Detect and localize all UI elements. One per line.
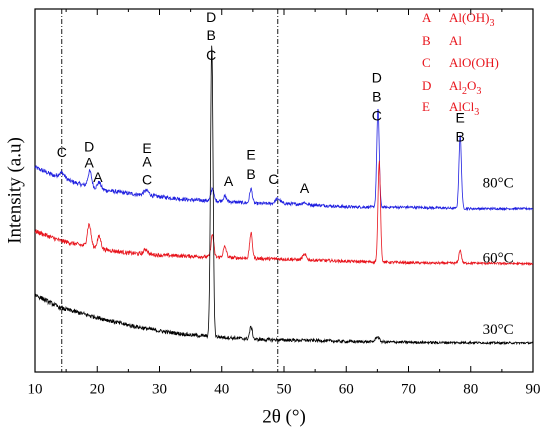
- x-tick-label: 80: [463, 381, 478, 397]
- x-tick-label: 30: [152, 381, 167, 397]
- series-line-80c: [34, 108, 534, 212]
- series-line-30c: [34, 45, 534, 346]
- peak-label: C: [206, 47, 216, 63]
- curve-label: 30°C: [483, 322, 514, 338]
- peak-label: B: [246, 166, 255, 182]
- curve-label: 80°C: [483, 175, 514, 191]
- peak-label: A: [84, 155, 94, 171]
- x-axis-ticks: 10 20 30 40 50 60 70 80 90: [28, 9, 541, 397]
- legend-entry: AlCl3: [449, 99, 479, 118]
- legend-letter: E: [422, 99, 430, 114]
- peak-label: D: [84, 138, 94, 154]
- peak-label: E: [246, 146, 255, 162]
- legend-letter: A: [422, 10, 432, 25]
- peak-label: D: [372, 69, 382, 85]
- peak-label: A: [142, 153, 152, 169]
- peak-label: C: [268, 171, 278, 187]
- x-tick-label: 60: [339, 381, 354, 397]
- curve-labels: 80°C 60°C 30°C: [483, 175, 514, 338]
- peak-label: A: [224, 173, 234, 189]
- y-axis-title: Intensity (a.u): [4, 137, 25, 244]
- curve-label: 60°C: [483, 251, 514, 267]
- peak-label: B: [372, 88, 381, 104]
- peak-label: C: [372, 108, 382, 124]
- x-tick-label: 70: [401, 381, 416, 397]
- series-group: [34, 45, 534, 346]
- x-tick-label: 10: [28, 381, 43, 397]
- legend-letter: C: [422, 55, 431, 70]
- legend: A Al(OH)3 B Al C AlO(OH) D Al2O3 E AlCl3: [422, 10, 499, 118]
- peak-label: B: [206, 27, 215, 43]
- legend-entry: AlO(OH): [449, 55, 499, 70]
- legend-letter: B: [422, 33, 431, 48]
- reference-lines: [61, 9, 279, 372]
- legend-entry: Al2O3: [449, 78, 481, 97]
- x-tick-label: 40: [214, 381, 229, 397]
- x-axis-title: 2θ (°): [262, 406, 306, 427]
- peak-label: A: [93, 169, 103, 185]
- peak-label: C: [142, 171, 152, 187]
- peak-label: A: [300, 180, 310, 196]
- legend-letter: D: [422, 78, 431, 93]
- x-tick-label: 90: [526, 381, 541, 397]
- x-tick-label: 20: [90, 381, 105, 397]
- legend-entry: Al(OH)3: [449, 10, 494, 29]
- series-line-60c: [34, 160, 533, 267]
- peak-label: B: [455, 129, 464, 145]
- peak-label: D: [206, 9, 216, 25]
- peak-label: E: [455, 110, 464, 126]
- peak-label: E: [142, 140, 151, 156]
- peak-label: C: [57, 144, 67, 160]
- legend-entry: Al: [449, 33, 462, 48]
- x-tick-label: 50: [277, 381, 292, 397]
